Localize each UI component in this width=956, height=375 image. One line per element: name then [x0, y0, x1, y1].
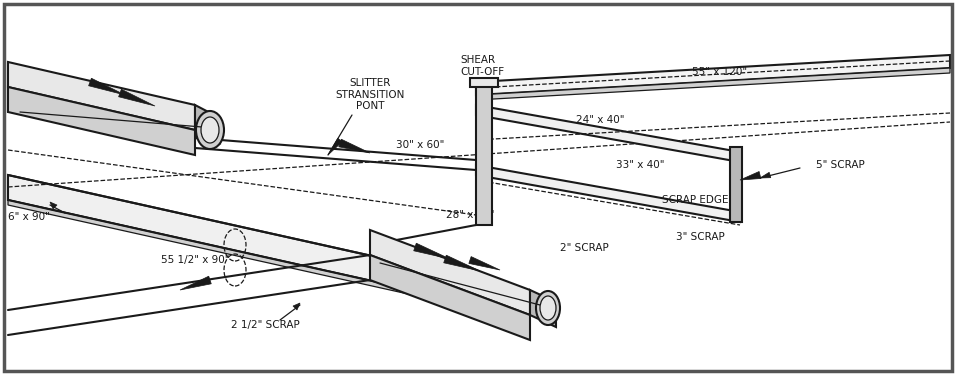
Polygon shape	[328, 138, 342, 155]
Polygon shape	[476, 55, 950, 95]
Polygon shape	[470, 78, 498, 87]
Polygon shape	[338, 139, 370, 153]
Text: SCRAP EDGE: SCRAP EDGE	[662, 195, 728, 205]
Polygon shape	[444, 255, 480, 271]
Text: 30" x 60": 30" x 60"	[396, 140, 445, 150]
Polygon shape	[476, 165, 740, 222]
Polygon shape	[89, 78, 125, 95]
Polygon shape	[476, 105, 740, 162]
Text: 5" SCRAP: 5" SCRAP	[815, 160, 864, 170]
Ellipse shape	[196, 111, 224, 149]
Polygon shape	[370, 230, 530, 315]
Text: 24" x 40": 24" x 40"	[576, 115, 624, 125]
Polygon shape	[760, 172, 771, 178]
Text: 2" SCRAP: 2" SCRAP	[560, 243, 609, 253]
Polygon shape	[8, 200, 480, 310]
Polygon shape	[468, 256, 500, 270]
Polygon shape	[119, 89, 155, 106]
Text: 3" SCRAP: 3" SCRAP	[676, 232, 725, 242]
Polygon shape	[180, 276, 211, 290]
Ellipse shape	[201, 117, 219, 143]
Text: SHEAR
CUT-OFF: SHEAR CUT-OFF	[460, 55, 504, 76]
Text: 6" x 90": 6" x 90"	[8, 212, 50, 222]
Polygon shape	[414, 243, 450, 259]
Polygon shape	[293, 303, 300, 310]
Text: SLITTER
STRANSITION
PONT: SLITTER STRANSITION PONT	[336, 78, 404, 111]
Polygon shape	[476, 82, 492, 225]
Ellipse shape	[536, 291, 560, 325]
Polygon shape	[8, 62, 195, 130]
Text: 55 1/2" x 90": 55 1/2" x 90"	[161, 255, 229, 265]
Text: 2 1/2" SCRAP: 2 1/2" SCRAP	[230, 320, 299, 330]
Ellipse shape	[540, 296, 556, 320]
Text: 28" x 60": 28" x 60"	[445, 210, 494, 220]
Polygon shape	[8, 87, 195, 155]
Polygon shape	[195, 105, 220, 143]
Text: 55" x 120": 55" x 120"	[692, 67, 748, 77]
Polygon shape	[740, 171, 761, 180]
Polygon shape	[50, 202, 57, 209]
Text: 33" x 40": 33" x 40"	[616, 160, 664, 170]
Polygon shape	[730, 147, 742, 222]
Polygon shape	[530, 290, 556, 327]
Polygon shape	[8, 175, 480, 305]
Polygon shape	[476, 68, 950, 100]
Polygon shape	[370, 255, 530, 340]
